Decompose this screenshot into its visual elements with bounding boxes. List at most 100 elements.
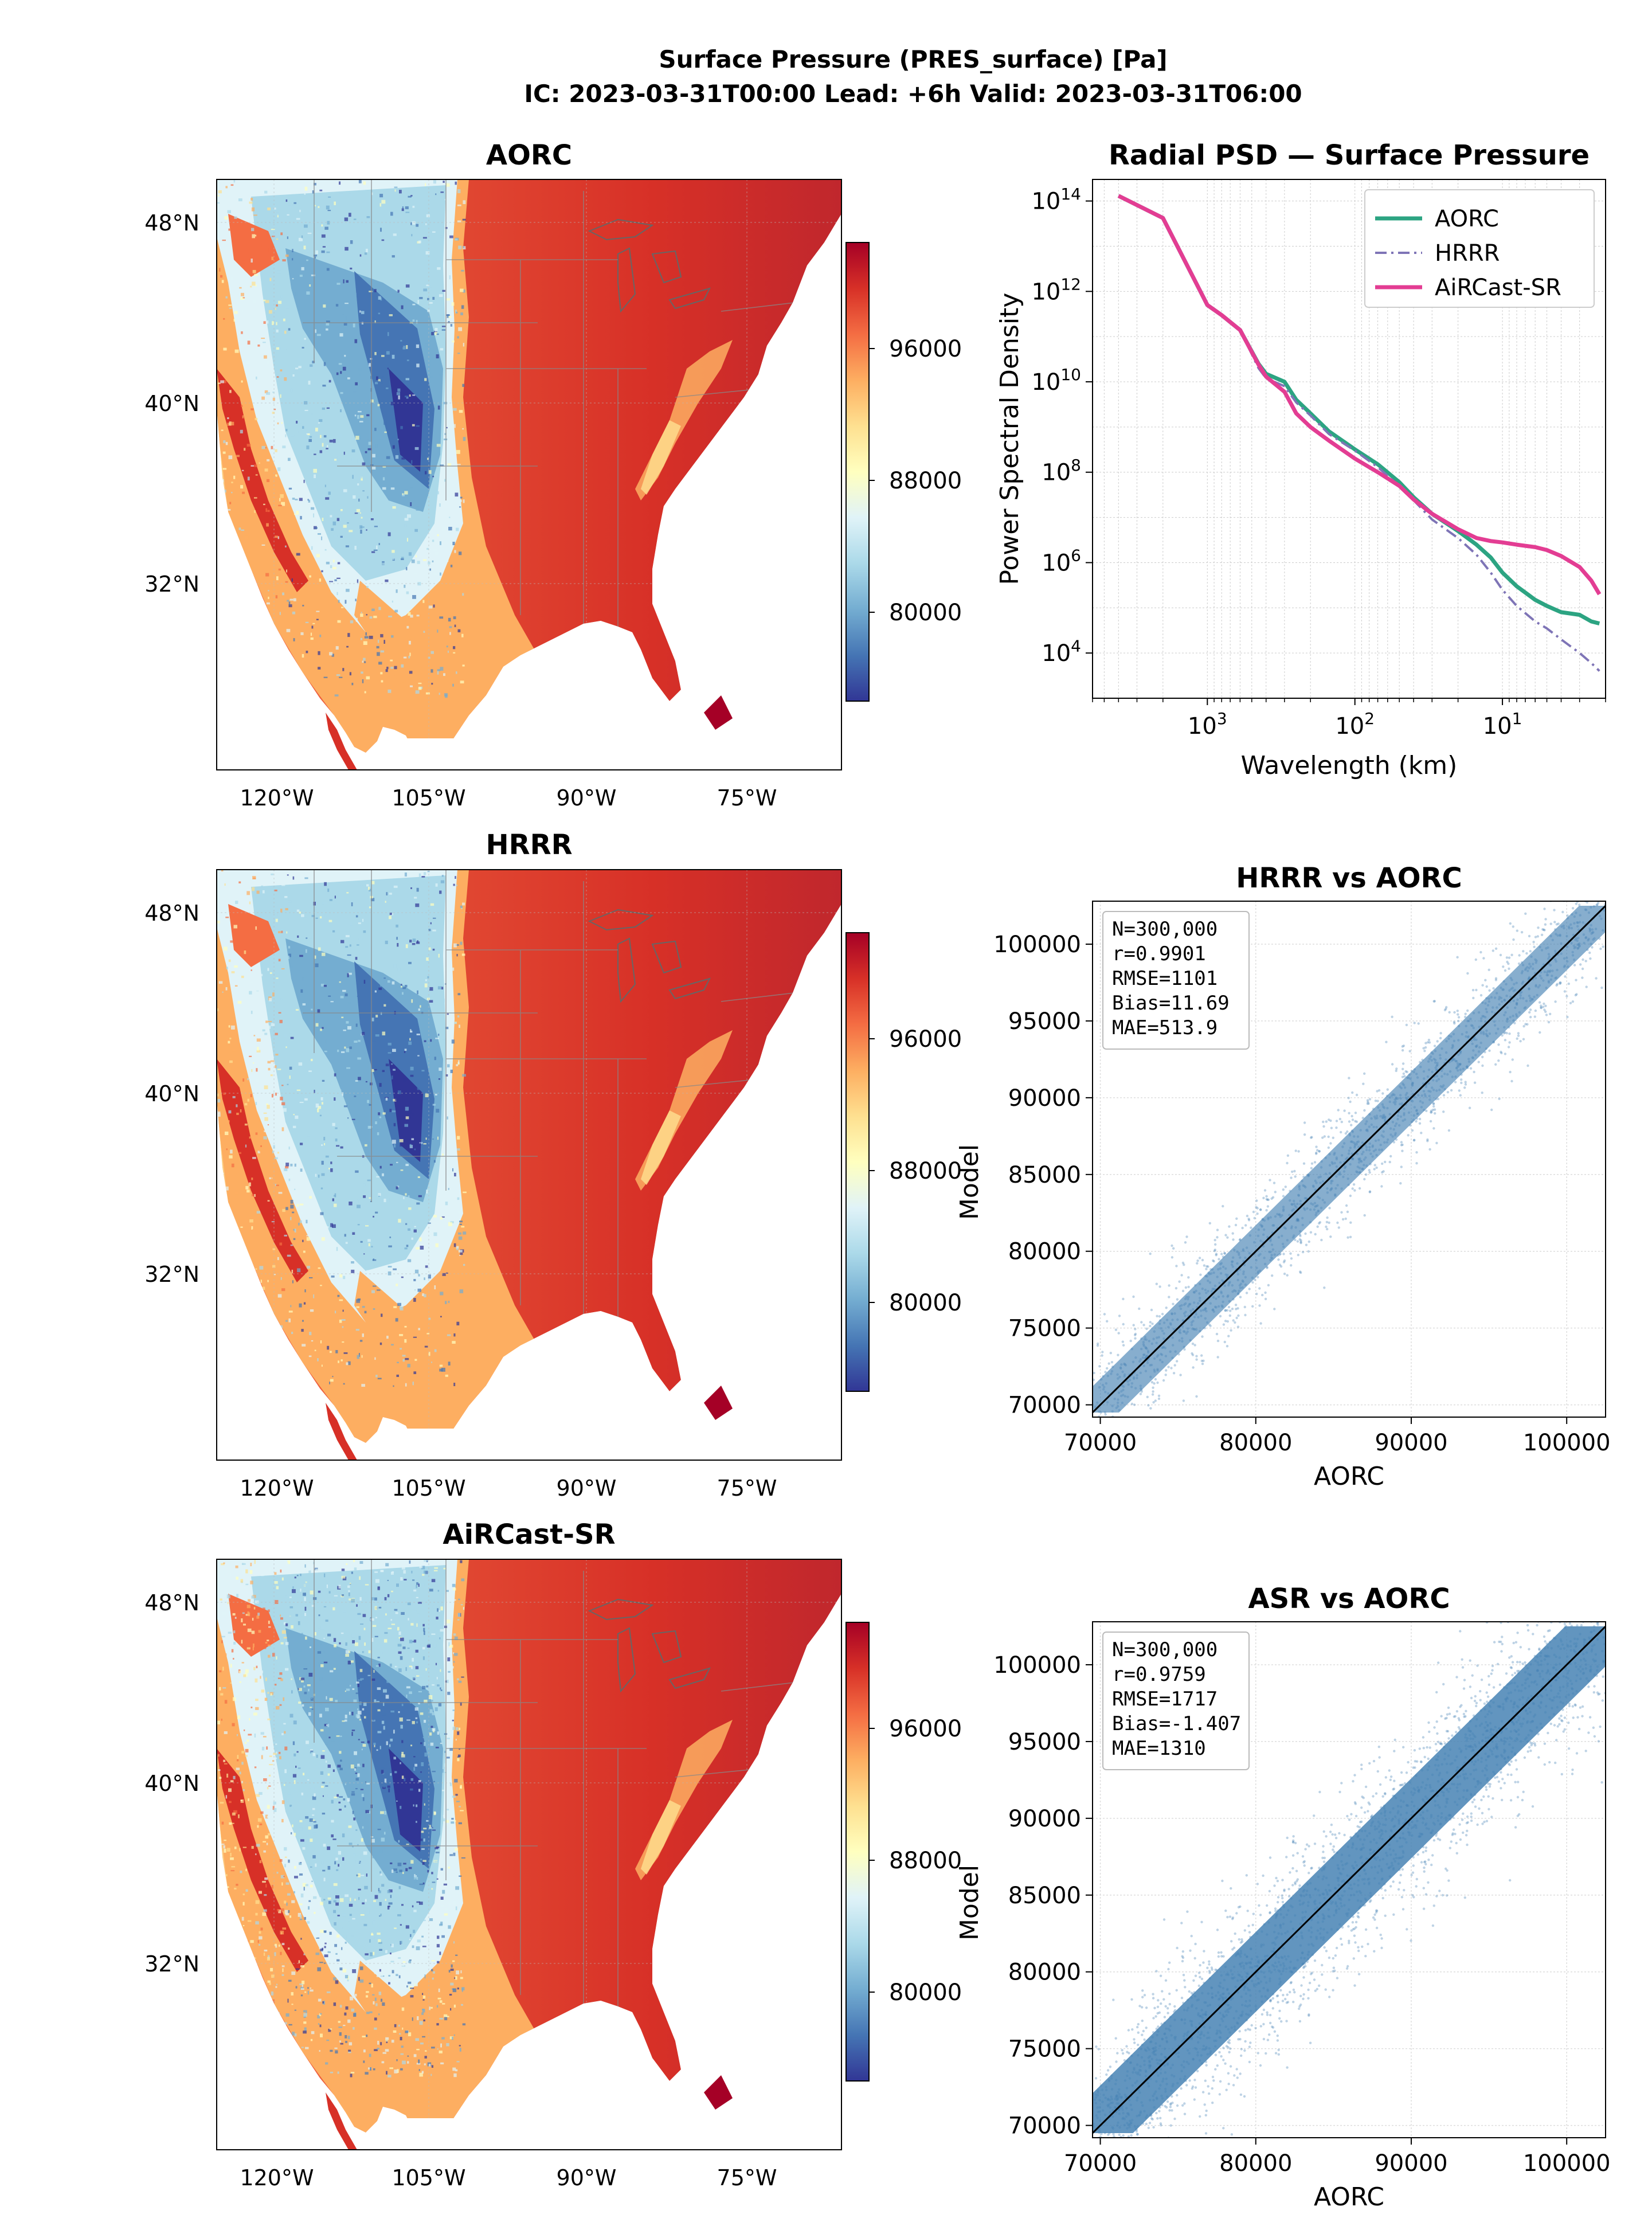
scatter-point — [1363, 1072, 1366, 1075]
scatter-point — [1151, 1323, 1154, 1325]
scatter-point — [1187, 1298, 1189, 1301]
noise-cell — [383, 1689, 387, 1693]
noise-cell — [373, 2068, 375, 2071]
scatter-point — [1156, 1381, 1159, 1384]
scatter-point — [1328, 1118, 1330, 1121]
scatter-point — [1247, 1219, 1251, 1222]
noise-cell — [319, 1765, 320, 1769]
noise-cell — [271, 1094, 273, 1098]
scatter-point — [1266, 1205, 1270, 1208]
noise-cell — [299, 1903, 303, 1906]
noise-cell — [345, 993, 348, 996]
noise-cell — [459, 506, 461, 508]
noise-cell — [369, 363, 371, 367]
noise-cell — [297, 1633, 302, 1637]
noise-cell — [268, 1567, 271, 1571]
psd-y-tick-label: 1012 — [1031, 275, 1081, 306]
scatter-point — [1185, 1332, 1188, 1335]
noise-cell — [458, 1822, 462, 1825]
noise-cell — [312, 1832, 316, 1835]
noise-cell — [397, 289, 400, 293]
noise-cell — [228, 1632, 232, 1634]
scatter-point — [1457, 1024, 1461, 1028]
noise-cell — [268, 1774, 271, 1777]
noise-cell — [315, 329, 316, 333]
scatter-point — [1334, 1194, 1337, 1197]
scatter-point — [1577, 946, 1580, 950]
scatter-point — [1524, 967, 1528, 970]
noise-cell — [311, 1708, 314, 1710]
scatter-point — [1403, 1108, 1406, 1110]
noise-cell — [450, 565, 453, 568]
noise-cell — [323, 985, 327, 987]
noise-cell — [437, 405, 440, 410]
scatter-point — [1466, 1036, 1470, 1039]
scatter-point — [1307, 1175, 1310, 1177]
scatter-point — [1372, 1125, 1375, 1129]
scatter-point — [1539, 975, 1542, 977]
scatter-point — [1559, 934, 1561, 937]
noise-cell — [379, 1844, 381, 1846]
noise-cell — [432, 1971, 435, 1974]
scatter-point — [1146, 1362, 1149, 1364]
scatter-point — [1295, 1206, 1298, 1209]
noise-cell — [435, 883, 438, 887]
noise-cell — [337, 2071, 339, 2074]
scatter-point — [1192, 1366, 1195, 1369]
scatter-point — [1431, 1070, 1434, 1074]
noise-cell — [364, 1716, 366, 1719]
noise-cell — [273, 1752, 277, 1755]
noise-cell — [241, 331, 243, 334]
noise-cell — [345, 600, 347, 604]
noise-cell — [424, 1631, 425, 1636]
noise-cell — [296, 421, 298, 424]
noise-cell — [280, 295, 283, 299]
scatter-point — [1100, 1378, 1103, 1381]
noise-cell — [374, 320, 376, 323]
scatter-point — [1218, 1258, 1220, 1261]
noise-cell — [417, 1176, 420, 1178]
map-title-aorc: AORC — [486, 139, 572, 171]
scatter-point — [1118, 1409, 1121, 1412]
noise-cell — [221, 280, 224, 283]
noise-cell — [347, 2036, 350, 2039]
noise-cell — [251, 1731, 253, 1732]
scatter-point — [1156, 1368, 1159, 1371]
noise-cell — [357, 1224, 360, 1226]
noise-cell — [382, 1786, 386, 1789]
scatter-point — [1497, 1027, 1500, 1031]
scatter-point — [1124, 1364, 1128, 1367]
noise-cell — [267, 1025, 271, 1029]
scatter-point — [1595, 871, 1597, 873]
scatter-point — [1466, 1019, 1469, 1023]
noise-cell — [278, 1123, 281, 1126]
noise-cell — [375, 1925, 377, 1927]
noise-cell — [439, 616, 444, 619]
noise-cell — [412, 1677, 415, 1680]
scatter-point — [1534, 984, 1537, 987]
scatter-point — [1252, 1210, 1255, 1214]
noise-cell — [326, 320, 330, 323]
scatter-point — [1371, 1144, 1375, 1147]
noise-cell — [448, 527, 452, 531]
scatter-point — [1439, 1032, 1442, 1035]
scatter-point — [1205, 1267, 1208, 1270]
scatter-point — [1569, 879, 1572, 882]
noise-cell — [237, 1000, 242, 1004]
scatter-point — [1144, 1346, 1147, 1349]
noise-cell — [374, 2017, 377, 2021]
map-ocean — [217, 1594, 841, 2150]
noise-cell — [366, 248, 368, 253]
noise-cell — [455, 492, 459, 497]
noise-cell — [422, 1685, 426, 1689]
noise-cell — [250, 259, 253, 263]
noise-cell — [326, 251, 330, 253]
scatter-point — [1551, 975, 1553, 977]
noise-cell — [413, 1279, 416, 1281]
scatter-point — [1533, 1015, 1536, 1018]
suptitle-line2: IC: 2023-03-31T00:00 Lead: +6h Valid: 20… — [524, 80, 1302, 108]
noise-cell — [326, 407, 330, 409]
noise-cell — [271, 236, 275, 237]
scatter-point — [1553, 909, 1556, 911]
noise-cell — [387, 1579, 389, 1581]
